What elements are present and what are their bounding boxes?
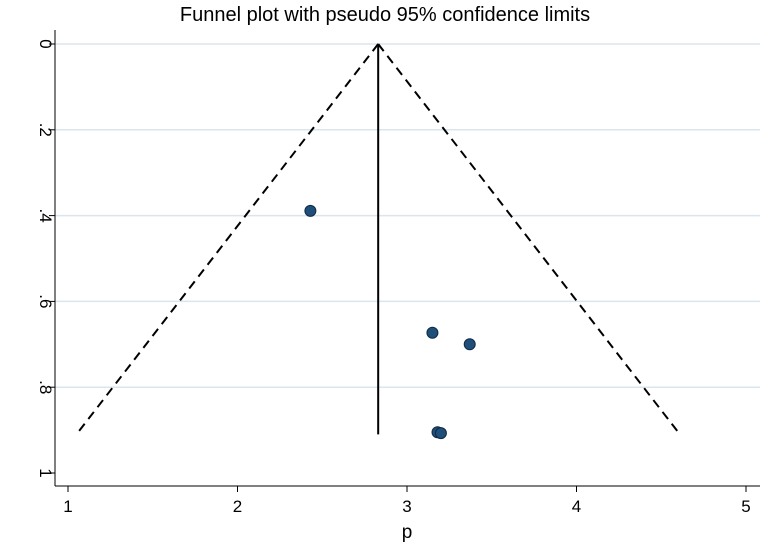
x-tick-label: 5 [741, 497, 750, 516]
lower-confidence-limit [75, 43, 379, 436]
data-point [463, 338, 476, 351]
axes [54, 30, 760, 487]
y-tick-label: .2 [36, 123, 55, 137]
grid-lines [55, 43, 760, 388]
y-tick-label: .6 [36, 294, 55, 308]
x-tick-label: 4 [572, 497, 581, 516]
data-point [434, 427, 447, 440]
y-axis-ticks: 0 .2 .4 .6 .8 1 [36, 39, 55, 478]
upper-confidence-limit [377, 43, 681, 436]
y-tick-label: .8 [36, 380, 55, 394]
data-point [426, 326, 439, 339]
x-tick-label: 1 [63, 497, 72, 516]
data-point [304, 204, 317, 217]
x-axis-ticks: 1 2 3 4 5 [63, 486, 751, 516]
confidence-limits [75, 43, 681, 436]
x-tick-label: 3 [402, 497, 411, 516]
x-axis-label: p [402, 522, 413, 543]
x-tick-label: 2 [233, 497, 242, 516]
data-points [304, 204, 476, 440]
y-tick-label: 1 [36, 468, 55, 477]
y-tick-label: 0 [36, 39, 55, 48]
y-tick-label: .4 [36, 209, 55, 223]
chart-title: Funnel plot with pseudo 95% confidence l… [179, 4, 591, 26]
